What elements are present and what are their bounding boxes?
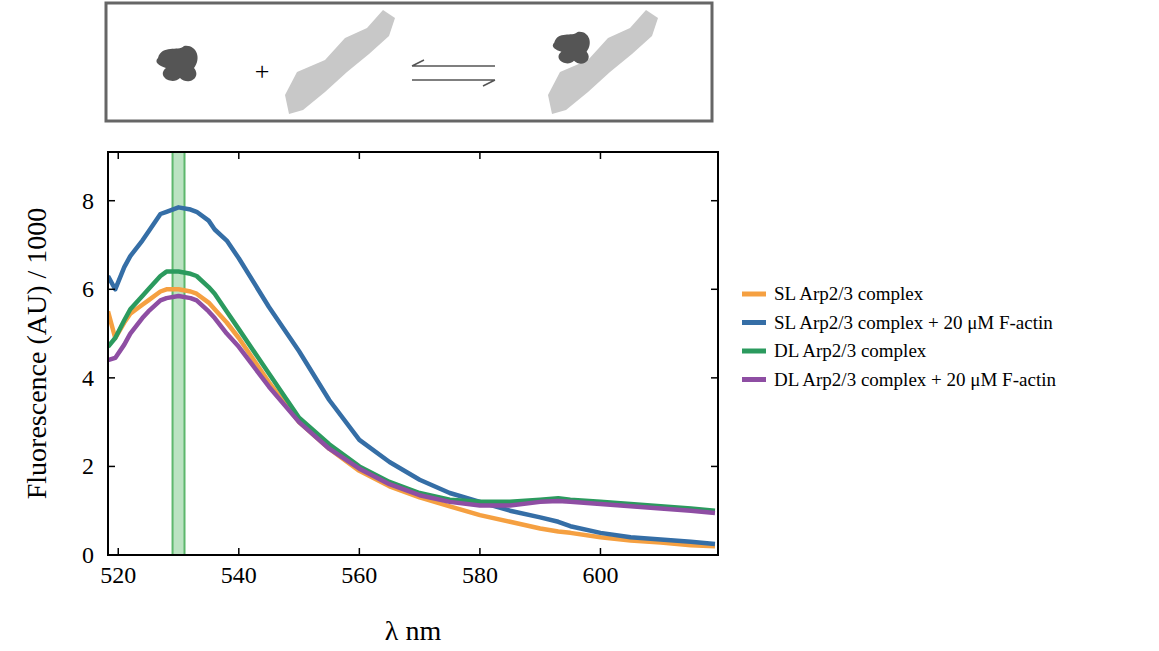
plot-area (108, 152, 715, 555)
y-tick (108, 466, 115, 468)
x-tick-label: 560 (341, 562, 377, 588)
legend-label: SL Arp2/3 complex (774, 283, 924, 304)
y-tick-label: 2 (82, 453, 94, 479)
series-line (108, 272, 715, 511)
plus-sign: + (255, 57, 270, 86)
y-tick-right (711, 377, 718, 379)
y-tick-right (711, 466, 718, 468)
legend-label: DL Arp2/3 complex + 20 μM F-actin (774, 369, 1056, 390)
y-tick-right (711, 289, 718, 291)
schematic-frame (106, 3, 712, 121)
y-tick (108, 377, 115, 379)
legend-swatch (742, 377, 766, 382)
y-tick-label: 6 (82, 276, 94, 302)
y-tick-label: 4 (82, 365, 94, 391)
x-tick (117, 548, 119, 555)
x-tick (479, 548, 481, 555)
legend-swatch (742, 320, 766, 325)
y-axis-title: Fluorescence (AU) / 1000 (21, 208, 52, 500)
y-tick (108, 200, 115, 202)
bound-filament (548, 10, 658, 114)
legend-swatch (742, 349, 766, 354)
legend-label: DL Arp2/3 complex (774, 340, 927, 361)
legend-swatch (742, 292, 766, 297)
x-tick-top (479, 152, 481, 159)
arrow-forward (412, 80, 495, 86)
legend: SL Arp2/3 complex SL Arp2/3 complex + 20 … (742, 283, 1056, 390)
y-tick-right (711, 200, 718, 202)
x-tick (600, 548, 602, 555)
x-tick-label: 580 (462, 562, 498, 588)
y-tick-label: 8 (82, 188, 94, 214)
y-tick (108, 289, 115, 291)
arrow-back (412, 60, 495, 66)
figure: +520 540 560 580 600 0 2 4 6 8 λ nm Fluorescence (A… (0, 0, 1159, 651)
band-edge (184, 152, 186, 555)
x-tick-label: 600 (582, 562, 618, 588)
series-line (108, 207, 715, 544)
y-tick-label: 0 (82, 542, 94, 568)
y-tick-right (711, 554, 718, 556)
actin-filament (285, 10, 395, 114)
bound-complex (553, 32, 590, 64)
x-tick-top (238, 152, 240, 159)
x-tick-top (117, 152, 119, 159)
arp23-complex (156, 46, 197, 81)
x-tick (359, 548, 361, 555)
x-tick-top (600, 152, 602, 159)
x-axis-title: λ nm (385, 615, 442, 646)
highlight-band (172, 152, 184, 555)
series-line (108, 289, 715, 546)
x-tick-top (359, 152, 361, 159)
series-line (108, 296, 715, 513)
legend-label: SL Arp2/3 complex + 20 μM F-actin (774, 312, 1053, 333)
x-tick (238, 548, 240, 555)
band-edge (171, 152, 173, 555)
y-tick (108, 554, 115, 556)
schematic: + (106, 3, 712, 121)
x-tick-label: 520 (100, 562, 136, 588)
x-tick-label: 540 (221, 562, 257, 588)
plot-frame (108, 152, 718, 555)
